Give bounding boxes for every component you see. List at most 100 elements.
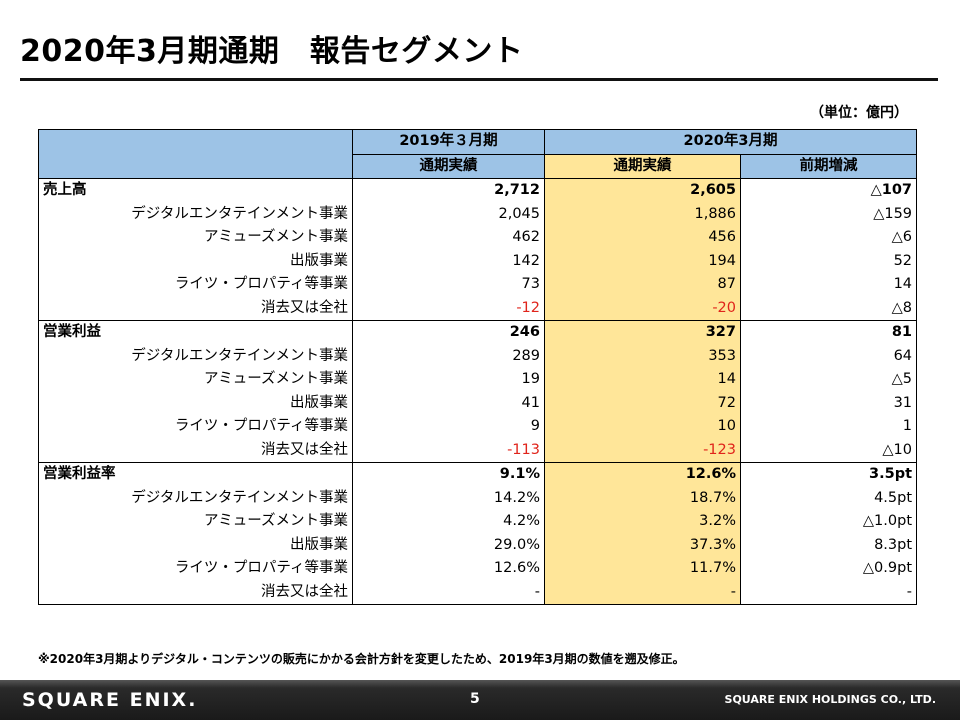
page-number: 5	[470, 691, 480, 707]
value-change: △1.0pt	[739, 510, 918, 534]
section-row-net-sales: 売上高 2,712 2,605 △107	[38, 178, 918, 203]
segment-row: アミューズメント事業 462 456 △6	[38, 226, 918, 250]
segment-label: デジタルエンタテインメント事業	[38, 344, 353, 368]
value-fy2019: 462	[352, 226, 545, 250]
value-change: △8	[739, 296, 918, 321]
segment-table: 2019年３月期 2020年3月期 通期実績 通期実績 前期増減 売上高 2,71…	[38, 129, 918, 605]
value-change: 3.5pt	[739, 462, 918, 487]
company-name: SQUARE ENIX HOLDINGS CO., LTD.	[724, 693, 936, 706]
value-change: 14	[739, 273, 918, 297]
section-row-operating-margin: 営業利益率 9.1% 12.6% 3.5pt	[38, 462, 918, 487]
segment-row: アミューズメント事業 4.2% 3.2% △1.0pt	[38, 510, 918, 534]
value-fy2020: 11.7%	[544, 557, 741, 581]
segment-label: ライツ・プロパティ等事業	[38, 415, 353, 439]
value-change: 52	[739, 249, 918, 273]
value-fy2019: 9.1%	[352, 462, 545, 487]
section-label: 営業利益率	[38, 462, 353, 487]
segment-row: デジタルエンタテインメント事業 14.2% 18.7% 4.5pt	[38, 486, 918, 510]
value-fy2020: 14	[544, 368, 741, 392]
value-change: △6	[739, 226, 918, 250]
header-row-period: 2019年３月期 2020年3月期	[38, 129, 918, 179]
value-fy2019: 2,712	[352, 178, 545, 203]
value-fy2019: -12	[352, 296, 545, 321]
value-fy2019: 14.2%	[352, 486, 545, 510]
page-title: 2020年3月期通期 報告セグメント	[20, 34, 524, 69]
unit-label: （単位：億円）	[810, 105, 908, 121]
value-change: △159	[739, 202, 918, 226]
segment-row: 消去又は全社 -12 -20 △8	[38, 296, 918, 321]
value-fy2019: 4.2%	[352, 510, 545, 534]
value-fy2020: 2,605	[544, 178, 741, 203]
segment-label: デジタルエンタテインメント事業	[38, 486, 353, 510]
segment-label: アミューズメント事業	[38, 368, 353, 392]
value-change: -	[739, 580, 918, 605]
value-fy2019: 41	[352, 391, 545, 415]
section-label: 営業利益	[38, 320, 353, 345]
segment-row: ライツ・プロパティ等事業 9 10 1	[38, 415, 918, 439]
section-label: 売上高	[38, 178, 353, 203]
value-fy2019: 2,045	[352, 202, 545, 226]
segment-label: 出版事業	[38, 391, 353, 415]
value-fy2019: 73	[352, 273, 545, 297]
segment-row: ライツ・プロパティ等事業 12.6% 11.7% △0.9pt	[38, 557, 918, 581]
value-change: 4.5pt	[739, 486, 918, 510]
value-fy2020: 353	[544, 344, 741, 368]
segment-row: 消去又は全社 - - -	[38, 580, 918, 605]
value-fy2019: 12.6%	[352, 557, 545, 581]
value-fy2019: 19	[352, 368, 545, 392]
value-change: 31	[739, 391, 918, 415]
value-fy2020: 1,886	[544, 202, 741, 226]
segment-label: デジタルエンタテインメント事業	[38, 202, 353, 226]
value-fy2019: -113	[352, 438, 545, 463]
segment-row: 出版事業 29.0% 37.3% 8.3pt	[38, 533, 918, 557]
segment-label: 消去又は全社	[38, 296, 353, 321]
segment-label: ライツ・プロパティ等事業	[38, 273, 353, 297]
header-fy2020-actual: 通期実績	[544, 153, 741, 179]
segment-label: 出版事業	[38, 533, 353, 557]
value-fy2019: 29.0%	[352, 533, 545, 557]
value-change: 81	[739, 320, 918, 345]
value-change: 1	[739, 415, 918, 439]
segment-row: デジタルエンタテインメント事業 2,045 1,886 △159	[38, 202, 918, 226]
title-underline	[20, 78, 938, 81]
segment-label: アミューズメント事業	[38, 226, 353, 250]
header-fy2020: 2020年3月期	[543, 129, 918, 155]
segment-row: 出版事業 142 194 52	[38, 249, 918, 273]
value-fy2020: 327	[544, 320, 741, 345]
value-fy2020: -20	[544, 296, 741, 321]
segment-row: 消去又は全社 -113 -123 △10	[38, 438, 918, 463]
value-change: △107	[739, 178, 918, 203]
segment-row: アミューズメント事業 19 14 △5	[38, 368, 918, 392]
value-fy2020: 12.6%	[544, 462, 741, 487]
value-fy2019: 246	[352, 320, 545, 345]
header-row-type: 通期実績 通期実績 前期増減	[39, 153, 918, 179]
value-fy2020: 456	[544, 226, 741, 250]
value-change: △10	[739, 438, 918, 463]
value-change: 64	[739, 344, 918, 368]
value-fy2020: 72	[544, 391, 741, 415]
value-fy2019: 142	[352, 249, 545, 273]
segment-label: 出版事業	[38, 249, 353, 273]
value-change: △0.9pt	[739, 557, 918, 581]
value-fy2020: 18.7%	[544, 486, 741, 510]
segment-label: 消去又は全社	[38, 438, 353, 463]
header-blank-cell	[38, 129, 353, 179]
segment-label: ライツ・プロパティ等事業	[38, 557, 353, 581]
header-fy2019: 2019年３月期	[352, 129, 545, 155]
section-row-operating-income: 営業利益 246 327 81	[38, 320, 918, 345]
header-fy2019-actual: 通期実績	[352, 153, 545, 179]
value-fy2020: -123	[544, 438, 741, 463]
value-fy2020: -	[544, 580, 741, 605]
segment-row: 出版事業 41 72 31	[38, 391, 918, 415]
segment-label: 消去又は全社	[38, 580, 353, 605]
value-fy2020: 37.3%	[544, 533, 741, 557]
footer-bar: SQUARE ENIX. 5 SQUARE ENIX HOLDINGS CO.,…	[0, 680, 960, 720]
value-fy2019: 289	[352, 344, 545, 368]
segment-row: デジタルエンタテインメント事業 289 353 64	[38, 344, 918, 368]
value-change: △5	[739, 368, 918, 392]
value-fy2020: 3.2%	[544, 510, 741, 534]
header-yoy-change: 前期増減	[739, 153, 918, 179]
segment-label: アミューズメント事業	[38, 510, 353, 534]
value-fy2020: 194	[544, 249, 741, 273]
value-fy2019: -	[352, 580, 545, 605]
